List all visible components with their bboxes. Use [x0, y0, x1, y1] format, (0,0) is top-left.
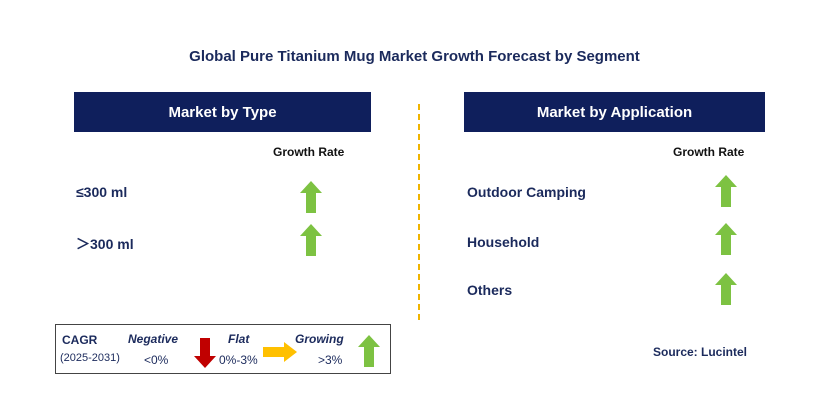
legend-flat-range: 0%-3% — [219, 353, 258, 367]
legend-period: (2025-2031) — [60, 352, 120, 364]
legend-negative-label: Negative — [128, 332, 179, 346]
legend-growing-range: >3% — [318, 353, 343, 367]
type-growth-rate-header: Growth Rate — [273, 145, 345, 159]
panel-divider — [418, 104, 420, 320]
application-row-label: Household — [467, 234, 540, 250]
green-up-arrow-icon — [715, 223, 737, 255]
legend-negative-range: <0% — [144, 353, 169, 367]
legend-growing-label: Growing — [295, 332, 344, 346]
green-up-arrow-icon — [300, 181, 322, 213]
type-row-label: ≤300 ml — [76, 184, 128, 200]
chart-title: Global Pure Titanium Mug Market Growth F… — [189, 48, 640, 65]
market-by-type-header: Market by Type — [74, 92, 371, 132]
market-by-application-header: Market by Application — [464, 92, 765, 132]
green-up-arrow-icon — [715, 175, 737, 207]
type-row-label: ＞300 ml — [76, 236, 134, 252]
application-growth-rate-header: Growth Rate — [673, 145, 745, 159]
application-row-label: Others — [467, 282, 513, 298]
source-label: Source: Lucintel — [653, 345, 748, 359]
red-down-arrow-icon — [194, 338, 216, 368]
cagr-legend: CAGR (2025-2031) Negative <0% Flat 0%-3%… — [55, 324, 391, 374]
yellow-right-arrow-icon — [263, 342, 297, 362]
legend-cagr-label: CAGR — [62, 333, 98, 347]
green-up-arrow-icon — [358, 335, 380, 367]
application-row-label: Outdoor Camping — [467, 184, 586, 200]
legend-flat-label: Flat — [228, 332, 250, 346]
green-up-arrow-icon — [715, 273, 737, 305]
green-up-arrow-icon — [300, 224, 322, 256]
